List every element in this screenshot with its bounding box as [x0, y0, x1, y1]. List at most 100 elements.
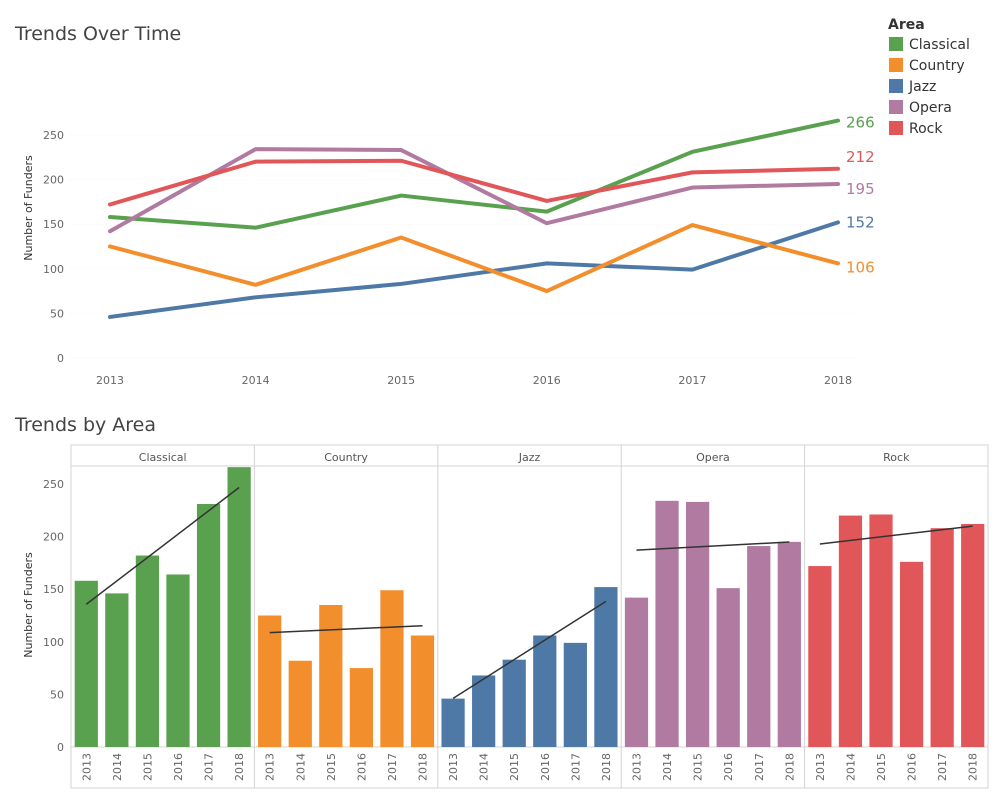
- legend: Area Classical Country Jazz Opera Rock: [888, 17, 970, 137]
- bar-x-tick: 2014: [294, 753, 307, 781]
- bar-x-tick: 2014: [844, 753, 857, 781]
- bar-x-tick: 2015: [692, 753, 705, 781]
- end-label-classical: 266: [846, 114, 875, 132]
- bar-rock-2016: [899, 561, 924, 747]
- line-chart-x-tick-2016: 2016: [533, 374, 561, 387]
- line-chart-y-axis-title: Number of Funders: [22, 155, 35, 261]
- bar-rock-2014: [838, 515, 863, 747]
- panel-country: Country 2013 2014 2015 2016 2017 2018: [258, 451, 435, 781]
- line-chart: Trends Over Time Number of Funders 0 50 10…: [14, 23, 875, 387]
- bar-chart-y-axis-title: Number of Funders: [22, 552, 35, 658]
- legend-label-classical: Classical: [909, 37, 970, 53]
- line-series-opera: [108, 147, 840, 234]
- bar-x-tick: 2017: [569, 753, 582, 781]
- line-chart-title: Trends Over Time: [14, 23, 181, 45]
- line-chart-x-tick-2018: 2018: [824, 374, 852, 387]
- bar-classical-2013: [74, 580, 98, 747]
- bar-rock-2018: [961, 523, 985, 747]
- trend-line-rock: [819, 525, 973, 545]
- line-chart-y-tick: 150: [43, 218, 64, 231]
- bar-classical-2017: [196, 503, 221, 747]
- bar-x-tick: 2014: [661, 753, 674, 781]
- line-series-jazz: [108, 220, 840, 319]
- bar-jazz-2018: [594, 587, 618, 747]
- line-series-rock: [108, 158, 840, 207]
- bar-jazz-2017: [563, 642, 587, 747]
- line-series-classical: [108, 118, 840, 230]
- bar-classical-2018: [227, 467, 251, 747]
- bar-jazz-2016: [533, 635, 557, 747]
- trend-line-opera: [636, 541, 790, 551]
- bar-x-tick: 2015: [875, 753, 888, 781]
- bar-x-tick: 2017: [936, 753, 949, 781]
- bar-chart-y-tick: 50: [50, 688, 64, 701]
- trend-line-jazz: [452, 600, 607, 700]
- legend-title: Area: [888, 17, 925, 33]
- bar-country-2014: [288, 660, 312, 747]
- bar-x-tick: 2018: [417, 753, 430, 781]
- panel-opera: Opera 2013 2014 2015 2016 2017 2018: [624, 451, 801, 781]
- line-chart-y-tick: 200: [43, 174, 64, 187]
- line-chart-x-tick-2013: 2013: [96, 374, 124, 387]
- bar-chart: Trends by Area Number of Funders 0 50 100 1…: [14, 414, 989, 789]
- bar-country-2017: [380, 590, 404, 747]
- legend-label-jazz: Jazz: [908, 79, 936, 95]
- end-label-opera: 195: [846, 180, 875, 198]
- legend-swatch-rock: [889, 121, 903, 135]
- bar-rock-2015: [869, 514, 893, 747]
- bar-x-tick: 2015: [508, 753, 521, 781]
- bar-x-tick: 2013: [447, 753, 460, 781]
- bar-x-tick: 2018: [600, 753, 613, 781]
- bar-chart-y-tick: 200: [43, 531, 64, 544]
- bar-jazz-2015: [502, 659, 526, 747]
- bar-x-tick: 2017: [203, 753, 216, 781]
- panel-label-jazz: Jazz: [518, 451, 541, 464]
- bar-x-tick: 2016: [172, 753, 185, 781]
- panel-label-rock: Rock: [883, 451, 910, 464]
- bar-chart-y-tick: 250: [43, 478, 64, 491]
- bar-classical-2015: [135, 555, 160, 747]
- trend-line-country: [269, 624, 423, 634]
- panel-label-classical: Classical: [139, 451, 187, 464]
- bar-chart-title: Trends by Area: [14, 414, 156, 436]
- bar-country-2015: [319, 604, 343, 747]
- panel-label-country: Country: [324, 451, 368, 464]
- bar-chart-y-tick: 150: [43, 583, 64, 596]
- bar-opera-2016: [716, 588, 740, 747]
- bar-classical-2016: [166, 574, 190, 747]
- bar-country-2013: [258, 615, 282, 747]
- legend-swatch-country: [889, 58, 903, 72]
- line-chart-x-tick-2014: 2014: [242, 374, 270, 387]
- bar-x-tick: 2015: [141, 753, 154, 781]
- bar-x-tick: 2016: [539, 753, 552, 781]
- line-chart-y-tick: 100: [43, 263, 64, 276]
- line-chart-x-tick-2017: 2017: [678, 374, 706, 387]
- bar-chart-y-tick: 100: [43, 636, 64, 649]
- end-label-rock: 212: [846, 148, 875, 166]
- legend-label-rock: Rock: [909, 121, 943, 137]
- legend-swatch-jazz: [889, 79, 903, 93]
- bar-opera-2013: [624, 597, 649, 747]
- bar-chart-frame: [70, 444, 989, 789]
- line-chart-gridlines: [70, 134, 860, 359]
- bar-opera-2018: [777, 541, 801, 747]
- bar-chart-y-ticks: 0 50 100 150 200 250: [43, 478, 64, 754]
- bar-opera-2017: [747, 546, 771, 747]
- bar-x-tick: 2018: [233, 753, 246, 781]
- line-chart-x-ticks: 2013 2014 2015 2016 2017 2018: [96, 374, 852, 387]
- bar-chart-panels: Classical 2013 2014 2015 2016 2017 2018 Country…: [74, 451, 985, 781]
- bar-x-tick: 2014: [478, 753, 491, 781]
- bar-chart-outline: [70, 444, 989, 789]
- bar-x-tick: 2013: [264, 753, 277, 781]
- bar-x-tick: 2016: [906, 753, 919, 781]
- bar-x-tick: 2018: [967, 753, 980, 781]
- end-label-jazz: 152: [846, 213, 875, 231]
- bar-jazz-2013: [441, 698, 465, 747]
- line-chart-end-labels: 152 106 266 195 212: [846, 114, 875, 277]
- legend-swatch-classical: [889, 37, 903, 51]
- bar-x-tick: 2017: [753, 753, 766, 781]
- bar-opera-2014: [655, 500, 679, 747]
- panel-label-opera: Opera: [696, 451, 730, 464]
- bar-x-tick: 2016: [722, 753, 735, 781]
